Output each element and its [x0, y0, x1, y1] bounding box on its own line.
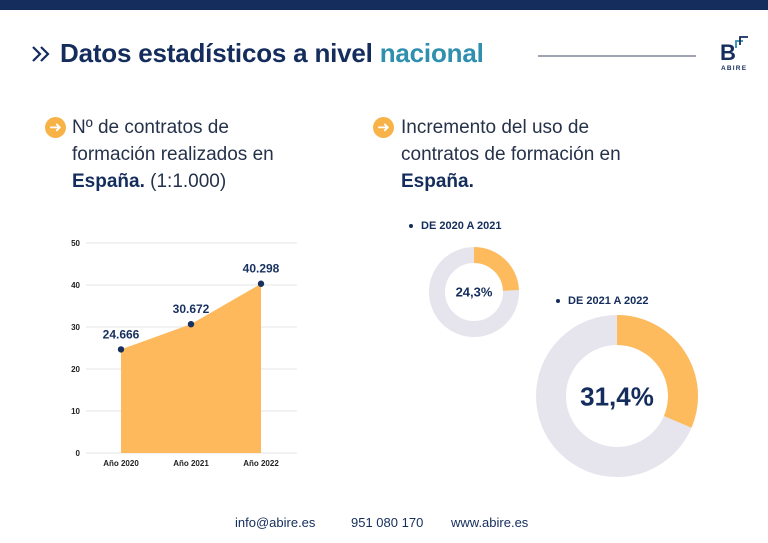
page-title-accent: nacional [379, 38, 484, 68]
y-tick-label: 50 [71, 239, 80, 248]
area-fill [121, 283, 261, 453]
y-tick-label: 10 [71, 407, 80, 416]
arrow-right-circle-icon: ➜ [45, 117, 66, 138]
y-tick-label: 20 [71, 365, 80, 374]
y-tick-label: 40 [71, 281, 80, 290]
donut-2020-2021-center-label: 24,3% [456, 285, 493, 300]
data-label: 30.672 [173, 302, 210, 316]
y-tick-label: 0 [76, 449, 81, 458]
donut-2021-2022-value-slice [616, 315, 698, 428]
x-tick-label: Año 2020 [103, 459, 139, 468]
donut-2021-2022-center-label: 31,4% [580, 381, 654, 411]
footer-email[interactable]: info@abire.es [235, 515, 316, 530]
top-bar [0, 0, 768, 10]
donut-2-title: DE 2021 A 2022 [556, 295, 649, 307]
page-title: Datos estadísticos a nivel nacional [60, 38, 484, 68]
logo-arrows-icon [735, 36, 748, 48]
arrow-right-circle-icon: ➜ [373, 117, 394, 138]
data-point [117, 346, 125, 353]
double-chevron-right-icon [32, 46, 50, 62]
donut-2020-2021-value-slice [473, 247, 519, 292]
x-tick-label: Año 2021 [173, 459, 209, 468]
y-tick-label: 30 [71, 323, 80, 332]
contracts-increase-heading: Incremento del uso de contratos de forma… [401, 117, 621, 192]
data-point [187, 320, 195, 328]
data-label: 24.666 [103, 327, 140, 341]
footer: info@abire.es 951 080 170 www.abire.es [0, 515, 768, 533]
data-label: 40.298 [243, 262, 280, 276]
x-tick-label: Año 2022 [243, 459, 279, 468]
abire-logo: B ABIRE [718, 36, 750, 76]
footer-phone[interactable]: 951 080 170 [351, 515, 424, 530]
title-divider [538, 55, 696, 57]
footer-website[interactable]: www.abire.es [451, 515, 529, 530]
contracts-count-heading: Nº de contratos de formación realizados … [72, 117, 274, 192]
donut-1-title: DE 2020 A 2021 [409, 220, 502, 232]
data-point [257, 280, 265, 287]
